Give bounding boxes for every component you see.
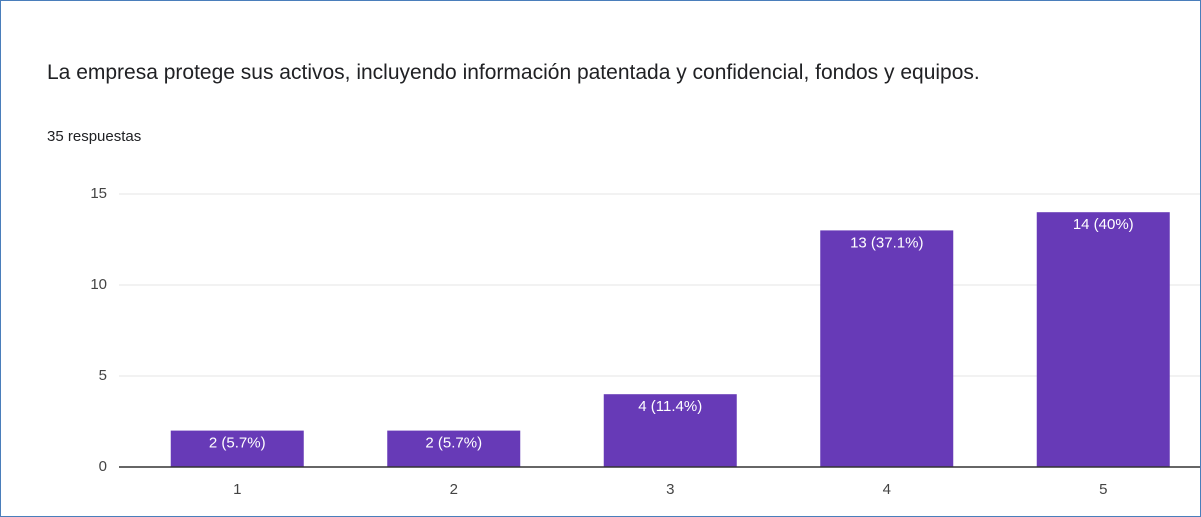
x-tick-label: 3 xyxy=(666,481,674,498)
y-tick-label: 10 xyxy=(90,276,107,293)
bar xyxy=(170,430,304,467)
value-label: 14 (40%) xyxy=(1073,216,1134,233)
y-tick-label: 0 xyxy=(99,458,107,475)
x-tick-label: 2 xyxy=(450,481,458,498)
value-label: 13 (37.1%) xyxy=(850,234,923,251)
value-label: 2 (5.7%) xyxy=(425,435,482,452)
bar xyxy=(603,394,737,467)
x-tick-label: 1 xyxy=(233,481,241,498)
bar xyxy=(387,430,521,467)
y-tick-label: 5 xyxy=(99,367,107,384)
bar xyxy=(1036,212,1170,467)
bar xyxy=(820,230,954,467)
x-tick-label: 4 xyxy=(883,481,891,498)
chart-title: La empresa protege sus activos, incluyen… xyxy=(47,61,980,84)
y-tick-label: 15 xyxy=(90,185,107,202)
value-label: 2 (5.7%) xyxy=(209,435,266,452)
x-tick-label: 5 xyxy=(1099,481,1107,498)
chart-subtitle: 35 respuestas xyxy=(47,128,142,145)
value-label: 4 (11.4%) xyxy=(638,398,702,415)
